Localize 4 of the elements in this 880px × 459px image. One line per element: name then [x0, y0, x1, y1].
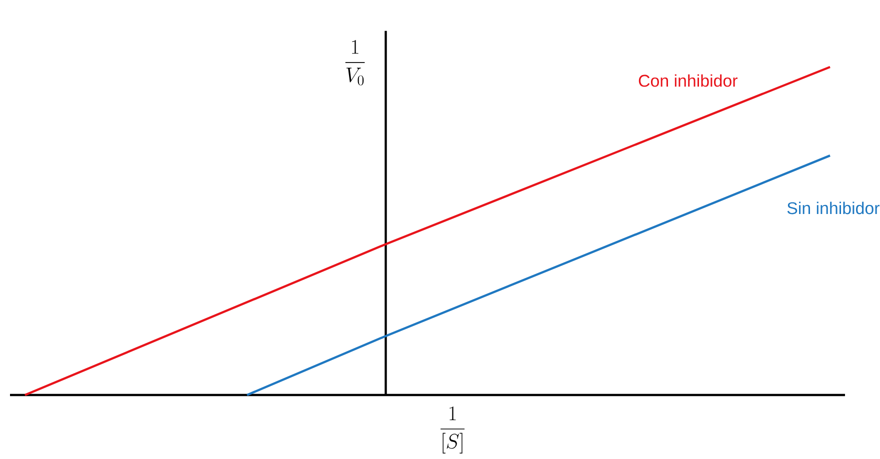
series-label: Sin inhibidor: [787, 202, 880, 214]
y-axis-title: $\frac{1}{V_0}$: [345, 40, 365, 86]
x-axis-title: $\frac{1}{[S]}$: [440, 406, 465, 454]
series-label: Con inhibidor: [638, 74, 738, 87]
